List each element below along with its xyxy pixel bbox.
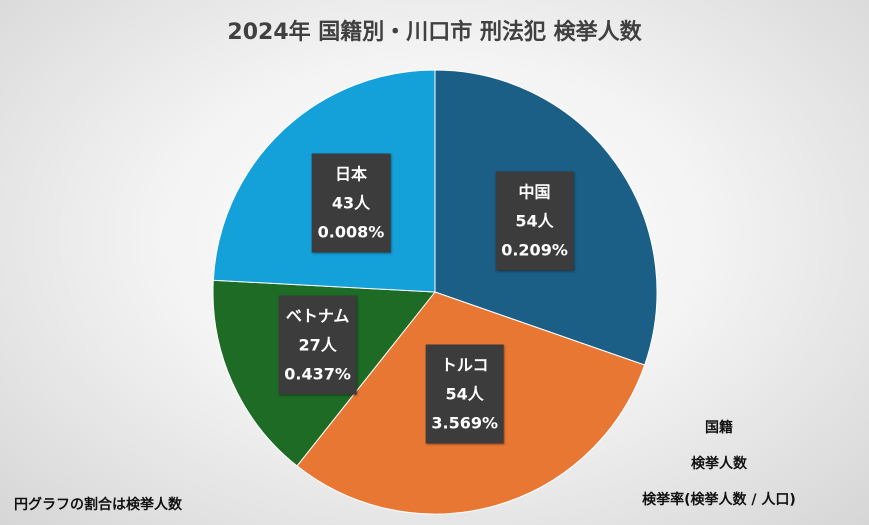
slice-label-rate: 0.437% [284, 364, 351, 384]
slice-label-value: 43人 [331, 193, 371, 213]
footnote: 円グラフの割合は検挙人数 [14, 497, 182, 513]
slice-label-category: ベトナム [285, 306, 350, 326]
slice-label-0: 中国 54人 0.209% [495, 171, 574, 271]
slice-label-1: トルコ 54人 3.569% [425, 344, 505, 444]
slice-label-value: 54人 [445, 384, 484, 404]
slice-label-rate: 0.008% [317, 222, 385, 242]
slice-label-rate: 3.569% [431, 413, 499, 433]
legend-key-nationality: 国籍 [705, 420, 733, 436]
slice-label-category: 日本 [334, 164, 367, 184]
slice-label-rate: 0.209% [501, 240, 568, 260]
pie-slices [212, 69, 658, 515]
slice-label-2: ベトナム 27人 0.437% [278, 295, 357, 395]
slice-label-category: 中国 [518, 182, 551, 202]
legend-key-arrest-rate: 検挙率(検挙人数 / 人口) [642, 492, 796, 508]
slice-label-value: 54人 [515, 211, 554, 231]
slice-label-3: 日本 43人 0.008% [311, 153, 391, 253]
legend-key-arrest-count: 検挙人数 [691, 456, 747, 472]
slice-label-value: 27人 [298, 335, 337, 355]
slice-label-category: トルコ [440, 355, 489, 375]
chart-title: 2024年 国籍別・川口市 刑法犯 検挙人数 [227, 20, 642, 45]
